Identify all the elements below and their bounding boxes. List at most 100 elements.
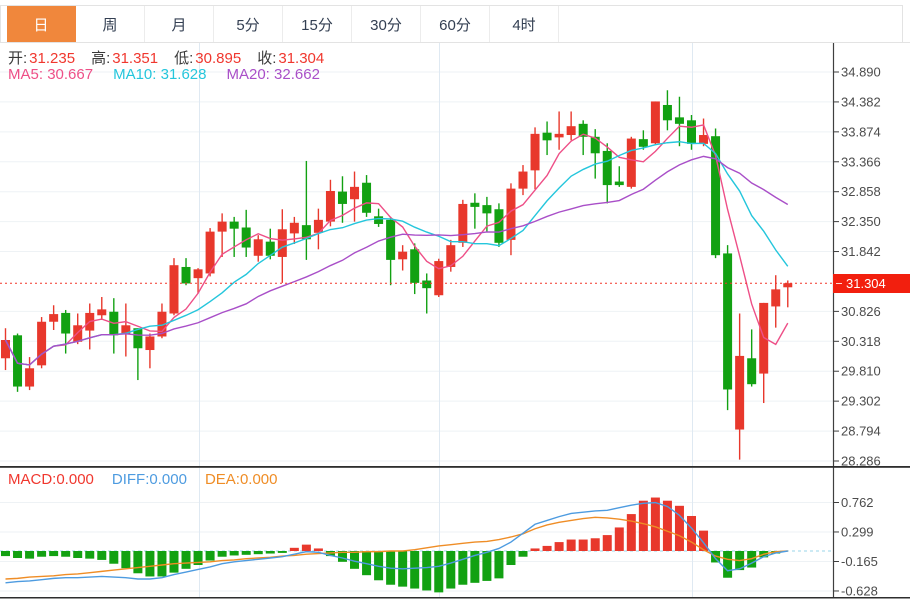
candle-body xyxy=(747,358,757,385)
macd-bar xyxy=(313,548,323,551)
candle-body xyxy=(386,219,396,260)
tab-15min[interactable]: 15分 xyxy=(283,6,352,42)
panel-divider-bottom xyxy=(0,597,910,599)
candle-body xyxy=(121,325,131,334)
candle-body xyxy=(157,311,167,337)
macd-bar xyxy=(241,551,251,555)
macd-bar xyxy=(518,551,528,557)
macd-bar xyxy=(193,551,203,566)
candle-body xyxy=(482,205,492,214)
candle-body xyxy=(470,202,480,207)
macd-bar xyxy=(121,551,131,569)
macd-bar xyxy=(542,545,552,551)
axis-label: 33.874 xyxy=(841,124,881,139)
candle-body xyxy=(145,336,155,351)
current-price-marker: 31.304 xyxy=(833,274,910,293)
candle-body xyxy=(518,171,528,189)
macd-bar xyxy=(566,539,576,551)
macd-bar xyxy=(61,551,71,557)
diff-line xyxy=(5,501,788,584)
candle-body xyxy=(566,126,576,136)
tab-60min[interactable]: 60分 xyxy=(421,6,490,42)
tab-day[interactable]: 日 xyxy=(7,6,76,42)
macd-bar xyxy=(723,551,733,578)
macd-bar xyxy=(229,551,239,556)
macd-bar xyxy=(157,551,167,577)
tab-5min[interactable]: 5分 xyxy=(214,6,283,42)
macd-bar xyxy=(205,551,215,561)
candle-body xyxy=(578,123,588,137)
axis-label: 34.890 xyxy=(841,65,881,80)
current-price-value: 31.304 xyxy=(846,276,886,291)
ma5-line xyxy=(4,124,789,366)
axis-label: 32.350 xyxy=(841,214,881,229)
ma10-line xyxy=(4,141,789,366)
macd-bar xyxy=(337,551,347,562)
candle-body xyxy=(49,314,59,322)
candle-body xyxy=(169,265,179,314)
candle-body xyxy=(723,253,733,390)
macd-bar xyxy=(422,551,432,591)
dea-value: DEA:0.000 xyxy=(204,471,278,488)
candle-body xyxy=(494,209,504,243)
macd-bar xyxy=(554,542,564,551)
candle-body xyxy=(97,309,107,316)
macd-bar xyxy=(699,530,709,551)
candle-body xyxy=(662,104,672,121)
macd-bar xyxy=(73,551,83,559)
candle-body xyxy=(362,182,372,213)
macd-bar xyxy=(289,547,299,551)
tab-30min[interactable]: 30分 xyxy=(352,6,421,42)
candle-body xyxy=(241,227,251,248)
open-quote: 开: 31.235 xyxy=(8,50,76,67)
macd-bar xyxy=(590,538,600,551)
macd-bar xyxy=(37,551,47,557)
macd-bar xyxy=(686,515,696,551)
candlestick-chart: 34.890 34.382 33.874 33.366 32.858 32.350 31.8… xyxy=(0,43,881,466)
tab-week[interactable]: 周 xyxy=(76,6,145,42)
candle-body xyxy=(193,269,203,279)
quote-header: 开: 31.235 高: 31.351 低: 30.895 收: 31.304 xyxy=(8,47,324,68)
interval-tabbar: 日 周 月 5分 15分 30分 60分 4时 xyxy=(0,5,903,43)
axis-label: 0.762 xyxy=(841,495,874,510)
candle-body xyxy=(229,221,239,229)
candle-body xyxy=(554,133,564,138)
macd-bar xyxy=(494,551,504,579)
tab-month[interactable]: 月 xyxy=(145,6,214,42)
ma5-value: MA5: 30.667 xyxy=(8,66,94,83)
axis-label: 34.382 xyxy=(841,94,881,109)
axis-label: 30.318 xyxy=(841,334,881,349)
axis-label: 31.842 xyxy=(841,244,881,259)
macd-bar xyxy=(350,551,360,569)
macd-bar xyxy=(614,527,624,551)
candle-body xyxy=(771,289,781,307)
macd-bar xyxy=(506,551,516,566)
candle-body xyxy=(301,225,311,240)
chart-top-divider xyxy=(0,42,910,43)
candle-body xyxy=(614,181,624,186)
candle-body xyxy=(410,249,420,283)
ma-header: MA5: 30.667 MA10: 31.628 MA20: 32.662 xyxy=(8,66,320,83)
candle-body xyxy=(446,245,456,267)
candle-body xyxy=(783,283,793,288)
axis-label: 33.366 xyxy=(841,154,881,169)
macd-bar xyxy=(626,514,636,551)
candle-body xyxy=(506,188,516,240)
macd-chart: 0.762 0.299 -0.165 -0.628 xyxy=(0,466,910,599)
macd-bar xyxy=(277,551,287,553)
macd-bar xyxy=(301,544,311,551)
macd-bar xyxy=(145,551,155,577)
candle-body xyxy=(13,335,23,387)
macd-bar xyxy=(1,551,10,557)
macd-bar xyxy=(578,539,588,551)
macd-bar xyxy=(265,551,275,554)
candle-body xyxy=(699,135,709,144)
macd-bar xyxy=(25,551,35,559)
candle-body xyxy=(674,117,684,124)
candle-body xyxy=(422,280,432,289)
tab-4hour[interactable]: 4时 xyxy=(490,6,559,42)
macd-bar xyxy=(253,551,263,555)
candle-body xyxy=(313,219,323,233)
macd-bar xyxy=(446,551,456,589)
macd-bar xyxy=(662,500,672,551)
